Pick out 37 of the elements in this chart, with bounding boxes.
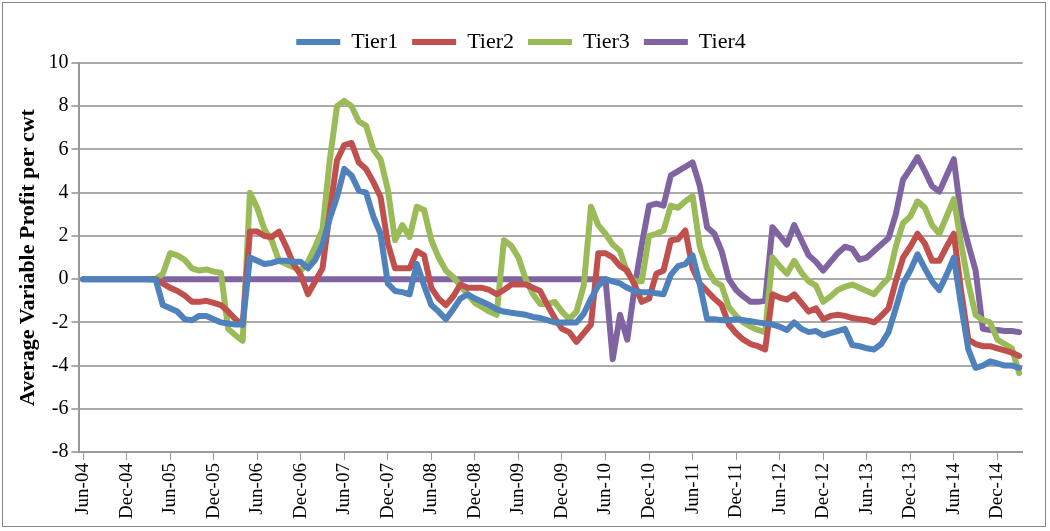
y-tick-label: -2 — [51, 309, 69, 332]
x-tick-label: Jun-11 — [680, 463, 702, 515]
y-axis-title: Average Variable Profit per cwt — [13, 108, 39, 407]
legend-label: Tier2 — [467, 27, 515, 53]
x-tick-label: Dec-06 — [288, 463, 310, 520]
x-tick-label: Jun-14 — [941, 462, 963, 515]
y-tick-label: 6 — [58, 136, 69, 159]
x-tick-label: Jun-06 — [245, 463, 267, 515]
x-tick-label: Jun-05 — [158, 463, 180, 515]
y-tick-label: 10 — [48, 50, 69, 73]
x-tick-label: Jun-10 — [593, 463, 615, 515]
legend-label: Tier3 — [583, 27, 630, 53]
legend-label: Tier4 — [698, 27, 746, 53]
x-tick-label: Jun-07 — [332, 463, 354, 515]
x-tick-label: Jun-09 — [506, 463, 528, 515]
x-tick-label: Jun-08 — [419, 463, 441, 515]
x-tick-label: Dec-09 — [549, 463, 571, 520]
x-tick-label: Dec-14 — [985, 462, 1007, 520]
y-tick-label: -8 — [51, 439, 69, 462]
y-tick-label: -4 — [51, 352, 69, 375]
x-tick-label: Dec-13 — [898, 463, 920, 520]
x-tick-label: Jun-04 — [71, 462, 93, 515]
y-tick-label: 2 — [58, 223, 69, 246]
legend-label: Tier1 — [351, 27, 399, 53]
x-tick-label: Dec-04 — [114, 462, 136, 520]
x-tick-label: Dec-05 — [201, 463, 223, 520]
x-tick-label: Dec-11 — [724, 463, 746, 519]
y-tick-label: 8 — [58, 93, 69, 116]
x-tick-label: Dec-10 — [637, 463, 659, 520]
y-tick-label: 0 — [58, 266, 69, 289]
x-tick-label: Jun-12 — [767, 463, 789, 515]
y-tick-label: 4 — [58, 179, 69, 202]
x-tick-label: Dec-07 — [375, 463, 397, 520]
y-tick-label: -6 — [51, 396, 69, 419]
x-tick-label: Dec-08 — [462, 463, 484, 520]
x-tick-label: Jun-13 — [854, 463, 876, 515]
x-tick-label: Dec-12 — [811, 463, 833, 520]
